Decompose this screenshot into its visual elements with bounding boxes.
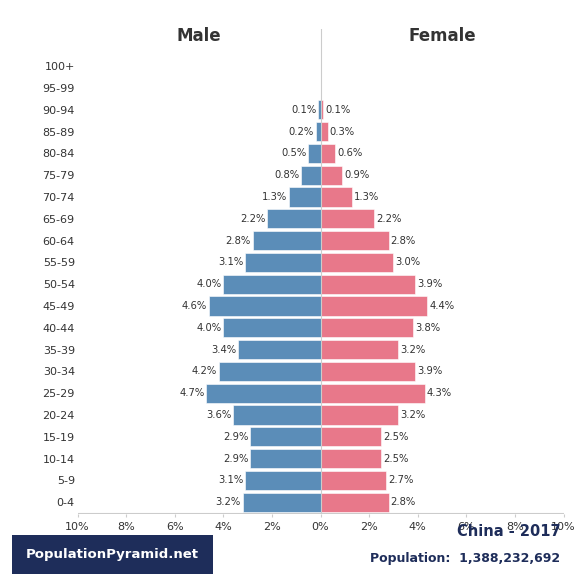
Text: 3.8%: 3.8% xyxy=(415,323,440,333)
Text: 3.9%: 3.9% xyxy=(417,279,443,289)
Bar xyxy=(321,493,389,512)
Bar xyxy=(321,100,323,119)
Bar xyxy=(321,253,393,272)
Text: 4.0%: 4.0% xyxy=(196,279,221,289)
Bar xyxy=(223,318,321,338)
Text: 4.3%: 4.3% xyxy=(427,388,452,398)
Text: PopulationPyramid.net: PopulationPyramid.net xyxy=(26,548,198,561)
Bar xyxy=(301,166,321,185)
Text: China - 2017: China - 2017 xyxy=(457,524,561,539)
Bar xyxy=(321,318,413,338)
Text: 3.2%: 3.2% xyxy=(216,497,241,507)
Text: 0.6%: 0.6% xyxy=(337,148,362,159)
Text: 4.7%: 4.7% xyxy=(179,388,205,398)
Bar xyxy=(252,231,321,250)
Text: 0.5%: 0.5% xyxy=(281,148,306,159)
Text: 3.1%: 3.1% xyxy=(218,475,243,485)
Bar xyxy=(321,427,381,446)
Bar xyxy=(289,187,321,206)
Bar xyxy=(250,449,321,468)
Bar xyxy=(308,144,321,163)
Text: 4.6%: 4.6% xyxy=(182,301,207,311)
Text: 3.4%: 3.4% xyxy=(211,345,236,354)
Text: 2.5%: 2.5% xyxy=(384,432,409,442)
Bar xyxy=(206,383,321,403)
Bar xyxy=(233,406,321,425)
Text: 3.9%: 3.9% xyxy=(417,367,443,376)
Bar xyxy=(318,100,321,119)
Bar xyxy=(238,340,321,359)
Bar xyxy=(321,449,381,468)
Text: 1.3%: 1.3% xyxy=(354,192,380,202)
Bar xyxy=(321,296,427,315)
Text: 2.8%: 2.8% xyxy=(390,497,416,507)
Text: 3.6%: 3.6% xyxy=(206,410,231,420)
Text: 0.3%: 0.3% xyxy=(330,127,355,137)
Text: 4.4%: 4.4% xyxy=(430,301,454,311)
Text: 3.0%: 3.0% xyxy=(396,257,420,267)
Bar xyxy=(246,253,321,272)
Text: 2.2%: 2.2% xyxy=(376,214,401,224)
Text: 2.9%: 2.9% xyxy=(223,454,248,464)
Bar xyxy=(321,471,386,490)
Bar xyxy=(321,383,425,403)
Text: 0.9%: 0.9% xyxy=(344,170,370,180)
Text: 0.1%: 0.1% xyxy=(325,105,350,114)
Text: 2.9%: 2.9% xyxy=(223,432,248,442)
Text: 2.2%: 2.2% xyxy=(240,214,265,224)
Bar xyxy=(223,275,321,294)
Bar xyxy=(321,209,374,228)
Bar xyxy=(209,296,321,315)
Text: 2.8%: 2.8% xyxy=(390,235,416,246)
Bar xyxy=(321,144,335,163)
Text: 4.0%: 4.0% xyxy=(196,323,221,333)
Text: 2.7%: 2.7% xyxy=(388,475,413,485)
Text: 2.8%: 2.8% xyxy=(225,235,251,246)
Bar xyxy=(321,187,352,206)
Bar xyxy=(321,340,398,359)
Text: 2.5%: 2.5% xyxy=(384,454,409,464)
Text: Female: Female xyxy=(408,27,476,45)
Bar xyxy=(321,362,415,381)
Bar xyxy=(321,166,343,185)
Bar xyxy=(321,231,389,250)
Text: 4.2%: 4.2% xyxy=(191,367,217,376)
Text: Population:  1,388,232,692: Population: 1,388,232,692 xyxy=(370,552,561,565)
Bar xyxy=(321,122,328,141)
Text: Male: Male xyxy=(177,27,221,45)
Text: 0.1%: 0.1% xyxy=(291,105,316,114)
Bar xyxy=(246,471,321,490)
Bar xyxy=(250,427,321,446)
Text: 3.2%: 3.2% xyxy=(400,410,426,420)
Bar xyxy=(321,406,398,425)
Bar xyxy=(267,209,321,228)
Text: 0.8%: 0.8% xyxy=(274,170,299,180)
Bar xyxy=(316,122,321,141)
Bar xyxy=(321,275,415,294)
Text: 3.2%: 3.2% xyxy=(400,345,426,354)
Bar xyxy=(218,362,321,381)
Text: 0.2%: 0.2% xyxy=(289,127,314,137)
Text: 1.3%: 1.3% xyxy=(262,192,287,202)
Text: 3.1%: 3.1% xyxy=(218,257,243,267)
Bar xyxy=(243,493,321,512)
